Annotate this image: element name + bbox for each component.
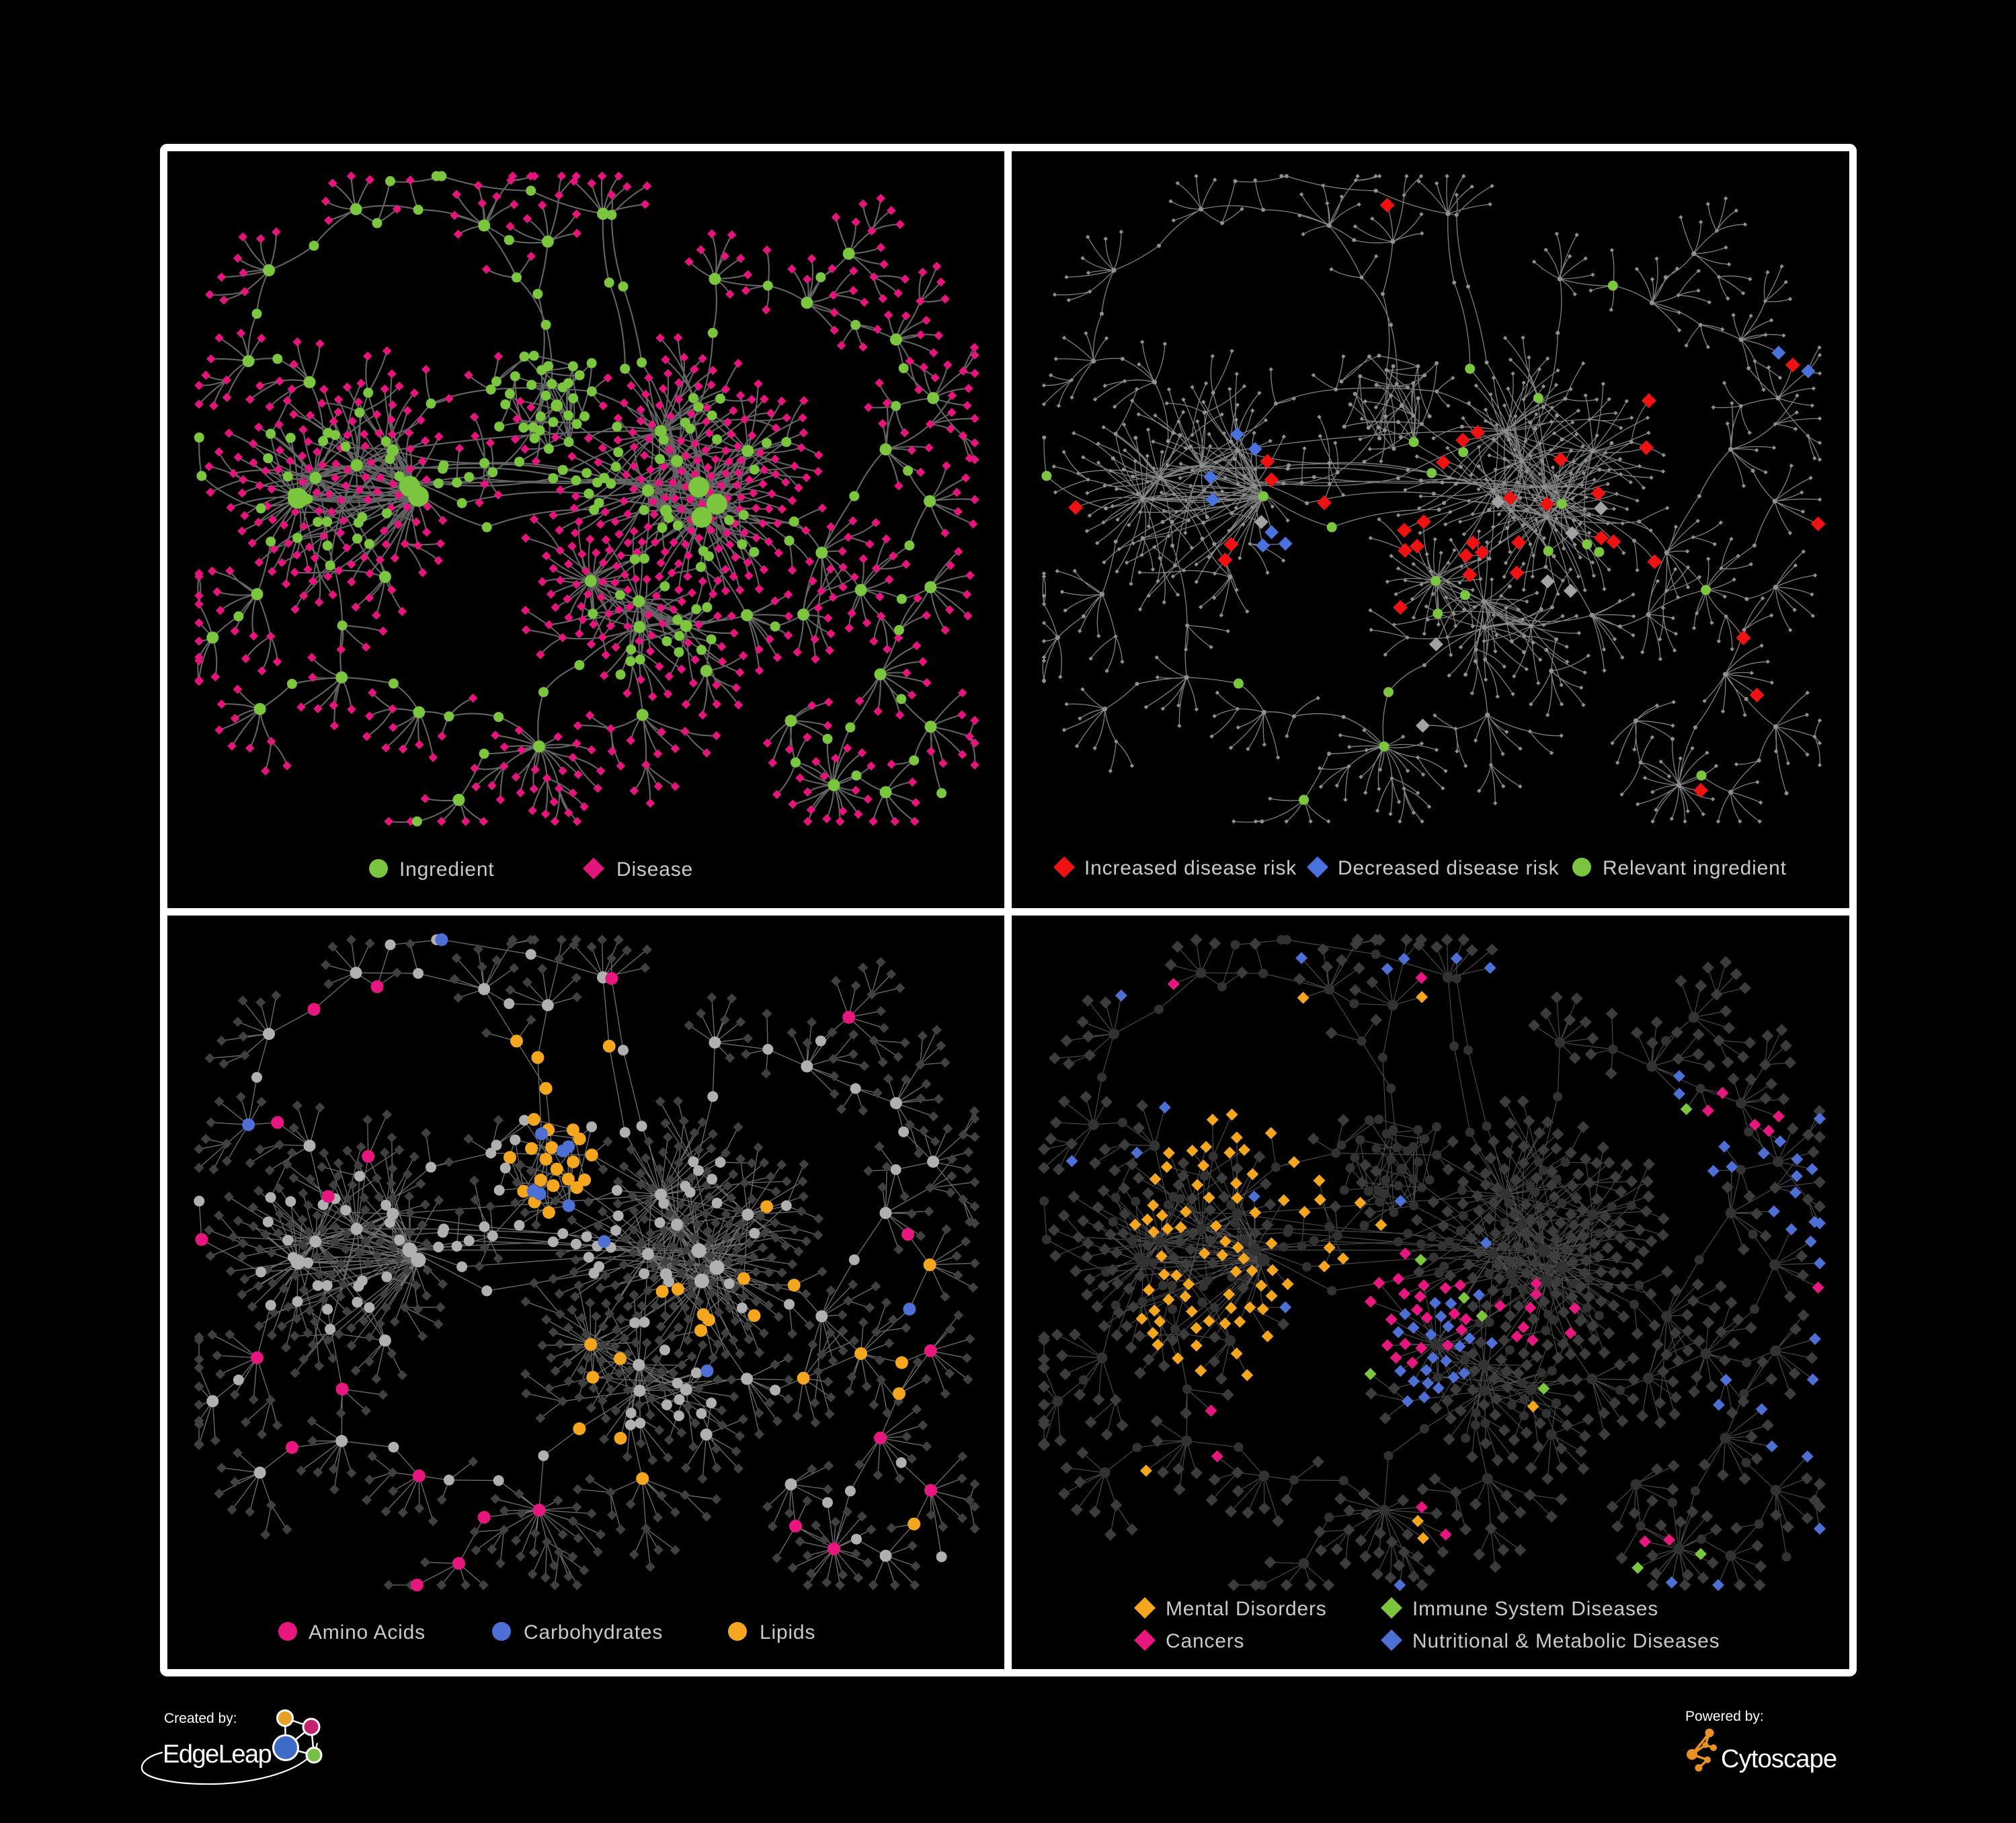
svg-text:Powered by:: Powered by: — [1685, 1709, 1764, 1724]
svg-text:Cytoscape: Cytoscape — [1721, 1745, 1837, 1773]
svg-text:Carbohydrates: Carbohydrates — [524, 1621, 663, 1644]
svg-text:Immune System Diseases: Immune System Diseases — [1412, 1598, 1658, 1620]
svg-text:Disease: Disease — [616, 858, 693, 881]
svg-text:Created by:: Created by: — [164, 1711, 237, 1726]
svg-text:Lipids: Lipids — [760, 1621, 815, 1644]
svg-text:EdgeLeap: EdgeLeap — [163, 1740, 272, 1769]
svg-text:Mental Disorders: Mental Disorders — [1166, 1598, 1327, 1620]
svg-text:Ingredient: Ingredient — [399, 858, 494, 881]
svg-text:Relevant ingredient: Relevant ingredient — [1603, 857, 1787, 879]
svg-text:Decreased disease risk: Decreased disease risk — [1338, 857, 1560, 879]
svg-text:Cancers: Cancers — [1166, 1630, 1244, 1652]
svg-text:Nutritional & Metabolic Diseas: Nutritional & Metabolic Diseases — [1412, 1630, 1720, 1652]
svg-text:Increased disease risk: Increased disease risk — [1084, 857, 1297, 879]
svg-text:Amino Acids: Amino Acids — [309, 1621, 426, 1644]
